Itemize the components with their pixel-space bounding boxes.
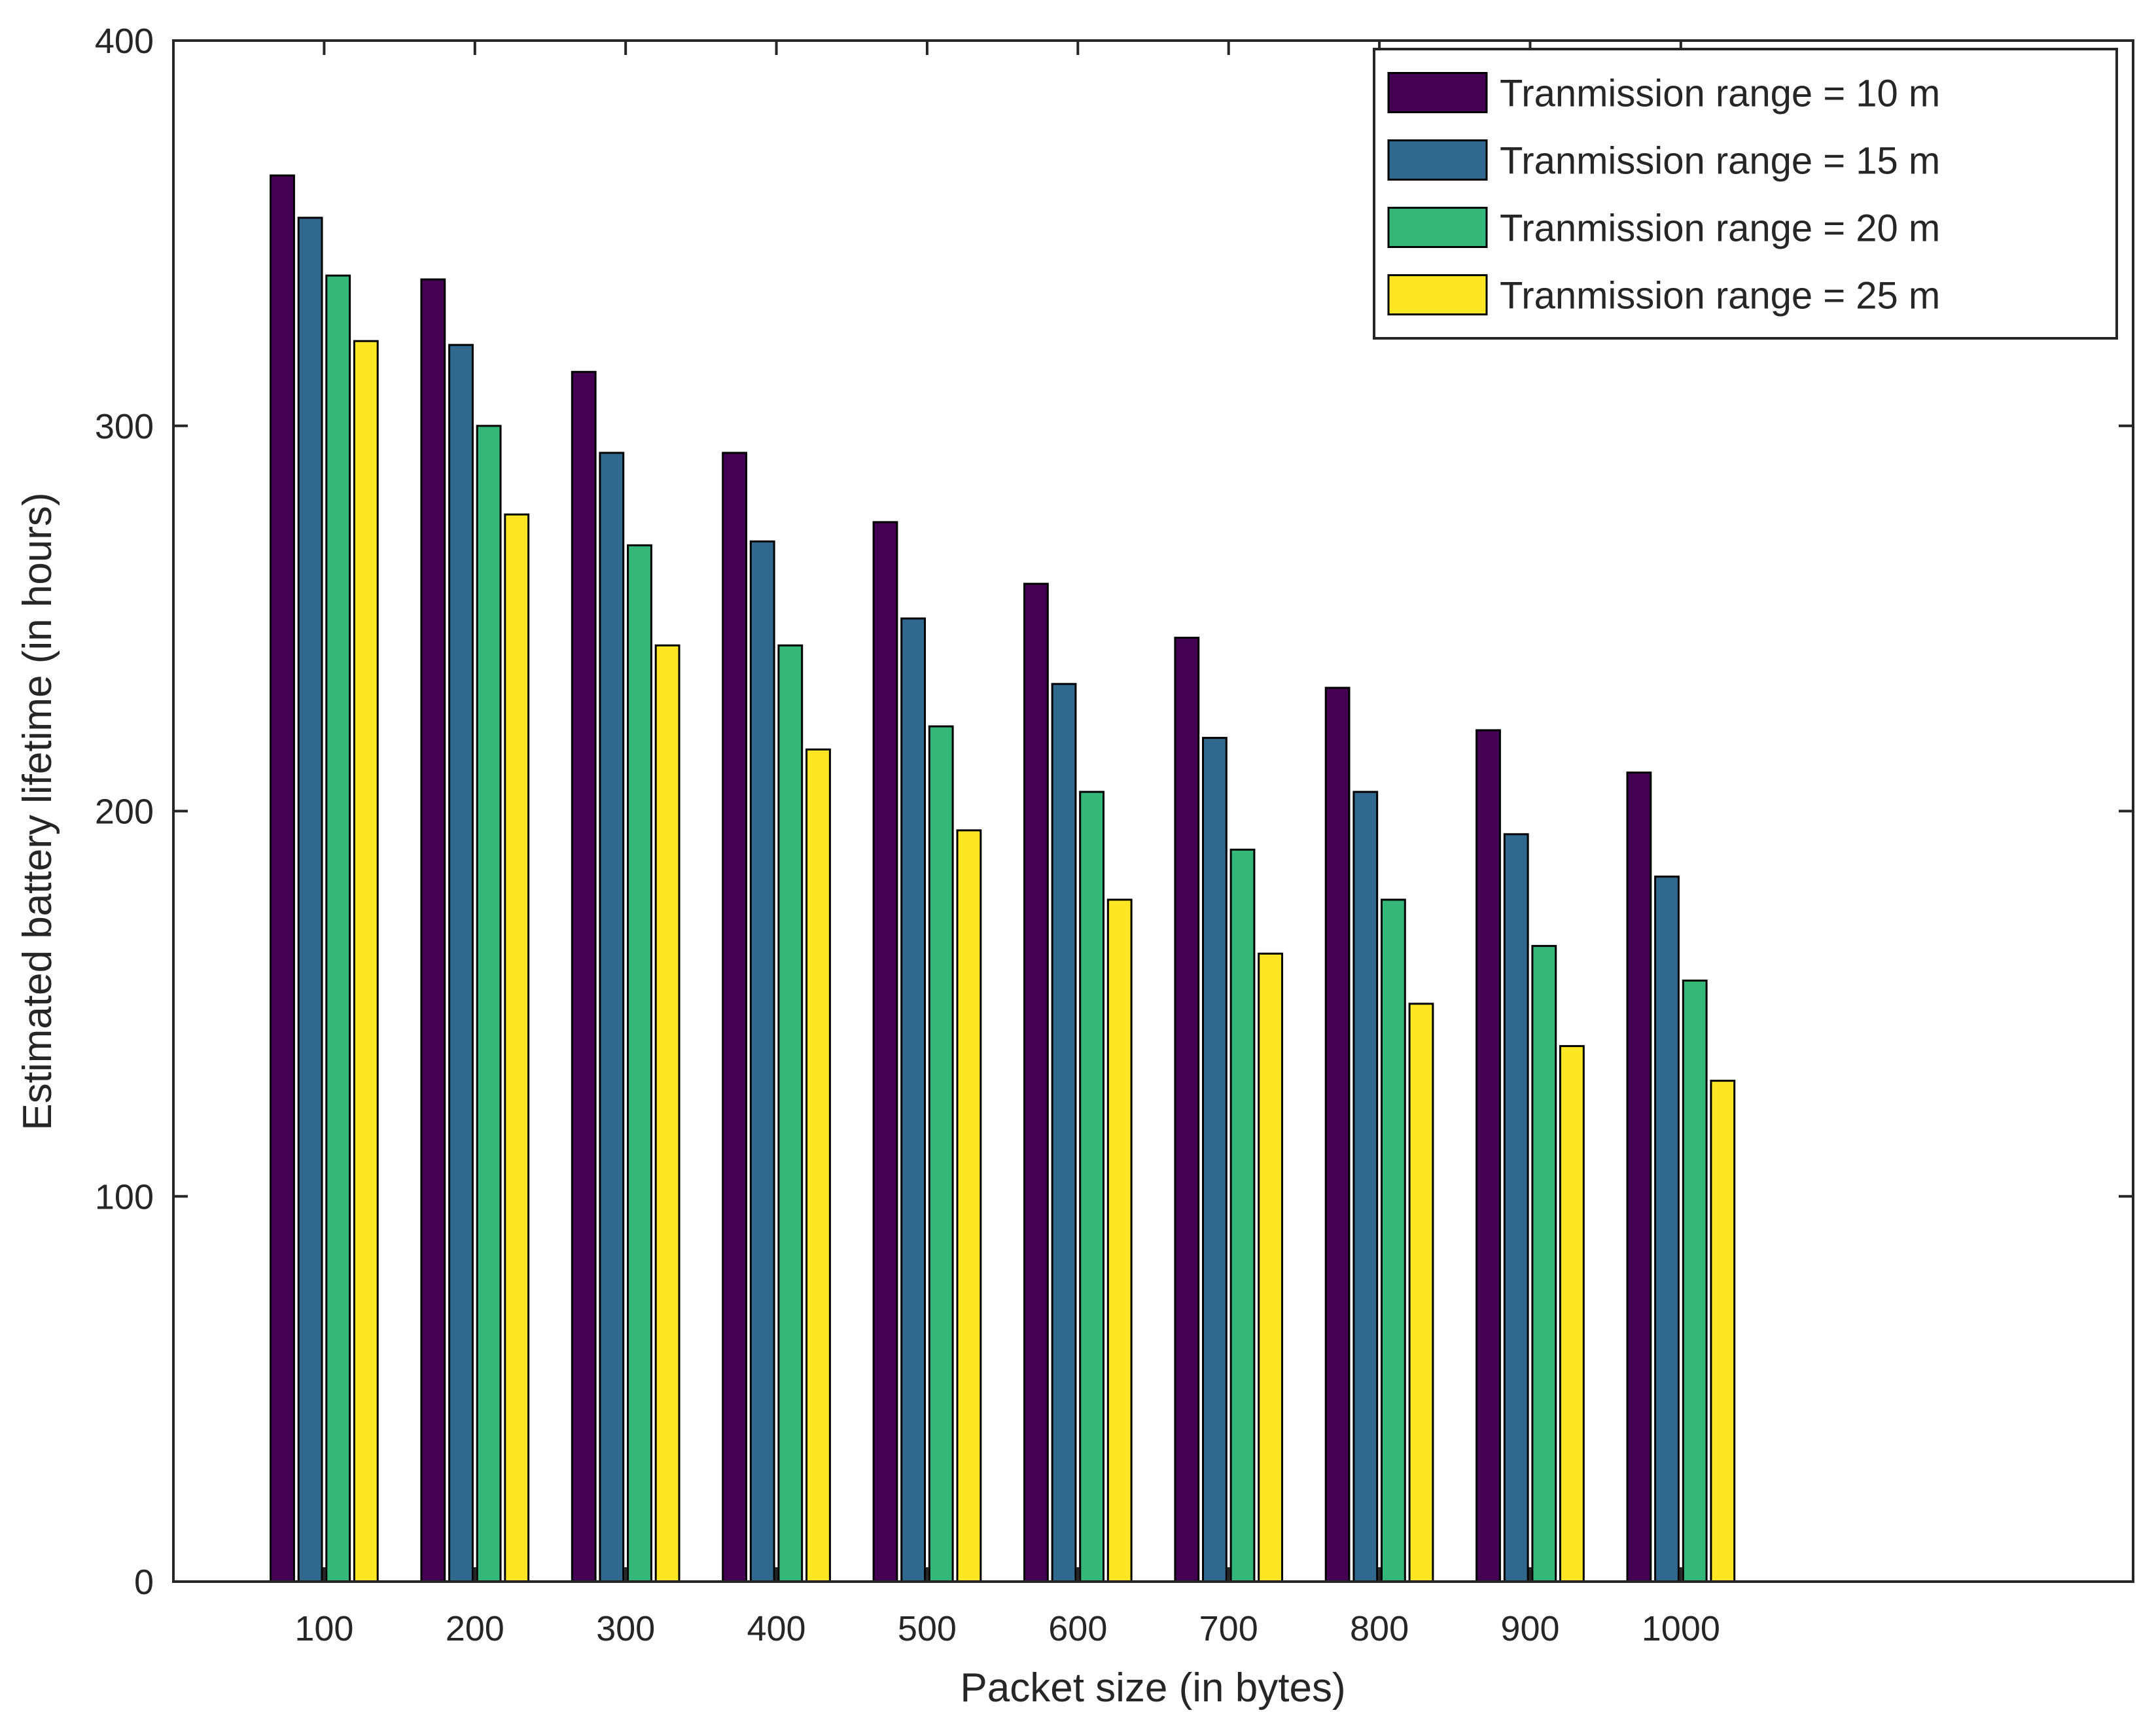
x-tick-label: 300 — [596, 1609, 655, 1648]
legend-swatch-2 — [1387, 139, 1488, 181]
bar-3-500 — [928, 725, 954, 1583]
bar-4-700 — [1258, 952, 1283, 1583]
legend: Tranmission range = 10 m Tranmission rang… — [1373, 48, 2118, 340]
x-tick-label: 500 — [898, 1609, 957, 1648]
bar-4-1000 — [1710, 1080, 1736, 1583]
bar-2-400 — [749, 540, 775, 1583]
plot-area-frame — [172, 39, 2134, 1583]
bar-2-600 — [1051, 683, 1077, 1583]
legend-label-2: Tranmission range = 15 m — [1500, 140, 1940, 183]
bar-3-1000 — [1682, 980, 1708, 1583]
bar-1-600 — [1023, 582, 1049, 1583]
legend-swatch-3 — [1387, 207, 1488, 248]
x-tick-label: 900 — [1500, 1609, 1559, 1648]
x-tick-label: 1000 — [1642, 1609, 1720, 1648]
x-tick-label: 200 — [446, 1609, 504, 1648]
bar-3-700 — [1229, 848, 1256, 1583]
y-tick-label: 100 — [95, 1177, 154, 1216]
legend-swatch-4 — [1387, 274, 1488, 315]
bar-2-900 — [1503, 833, 1529, 1583]
bar-2-700 — [1202, 737, 1228, 1583]
y-tick-label: 0 — [134, 1563, 154, 1602]
bar-1-100 — [270, 174, 295, 1583]
bar-4-300 — [654, 644, 680, 1583]
bar-3-900 — [1531, 945, 1557, 1583]
y-tick-label: 400 — [95, 22, 154, 61]
x-axis-ticks: 100 200 300 400 500 600 700 800 900 1000 — [294, 41, 1720, 1648]
bar-4-900 — [1559, 1045, 1585, 1583]
bar-3-200 — [476, 425, 502, 1583]
bar-4-800 — [1408, 1002, 1434, 1583]
legend-label-4: Tranmission range = 25 m — [1500, 275, 1940, 317]
bar-2-100 — [297, 217, 323, 1583]
legend-box — [1373, 48, 2118, 340]
bar-1-300 — [571, 370, 597, 1583]
bar-1-800 — [1324, 686, 1351, 1583]
bar-2-1000 — [1654, 876, 1680, 1583]
bar-3-800 — [1381, 898, 1406, 1583]
bar-2-200 — [448, 344, 474, 1583]
bar-2-300 — [599, 452, 625, 1583]
y-tick-label: 300 — [95, 407, 154, 446]
legend-swatch-1 — [1387, 72, 1488, 113]
bar-2-800 — [1352, 790, 1379, 1583]
bar-2-500 — [900, 617, 926, 1583]
y-tick-label: 200 — [95, 792, 154, 832]
bar-4-500 — [956, 829, 982, 1583]
legend-label-1: Tranmission range = 10 m — [1500, 73, 1940, 115]
bar-3-600 — [1079, 790, 1105, 1583]
bar-1-500 — [872, 521, 898, 1583]
x-tick-label: 800 — [1350, 1609, 1409, 1648]
bar-1-200 — [420, 278, 446, 1583]
x-tick-label: 400 — [747, 1609, 805, 1648]
x-axis-label: Packet size (in bytes) — [960, 1665, 1345, 1711]
x-tick-label: 600 — [1048, 1609, 1107, 1648]
bars-group — [270, 174, 1736, 1583]
bar-4-400 — [805, 748, 831, 1583]
bar-3-300 — [627, 544, 652, 1583]
bar-1-900 — [1476, 729, 1501, 1583]
legend-label-3: Tranmission range = 20 m — [1500, 207, 1940, 250]
y-axis-label: Estimated battery lifetime (in hours) — [15, 492, 60, 1130]
bar-1-700 — [1174, 637, 1200, 1583]
x-tick-label: 100 — [294, 1609, 353, 1648]
bar-3-100 — [325, 274, 351, 1583]
bar-1-400 — [722, 452, 747, 1583]
bar-4-200 — [504, 513, 530, 1583]
bar-4-600 — [1106, 898, 1133, 1583]
bar-3-400 — [777, 644, 804, 1583]
x-tick-label: 700 — [1199, 1609, 1258, 1648]
bar-4-100 — [353, 340, 379, 1583]
bar-1-1000 — [1626, 772, 1652, 1583]
